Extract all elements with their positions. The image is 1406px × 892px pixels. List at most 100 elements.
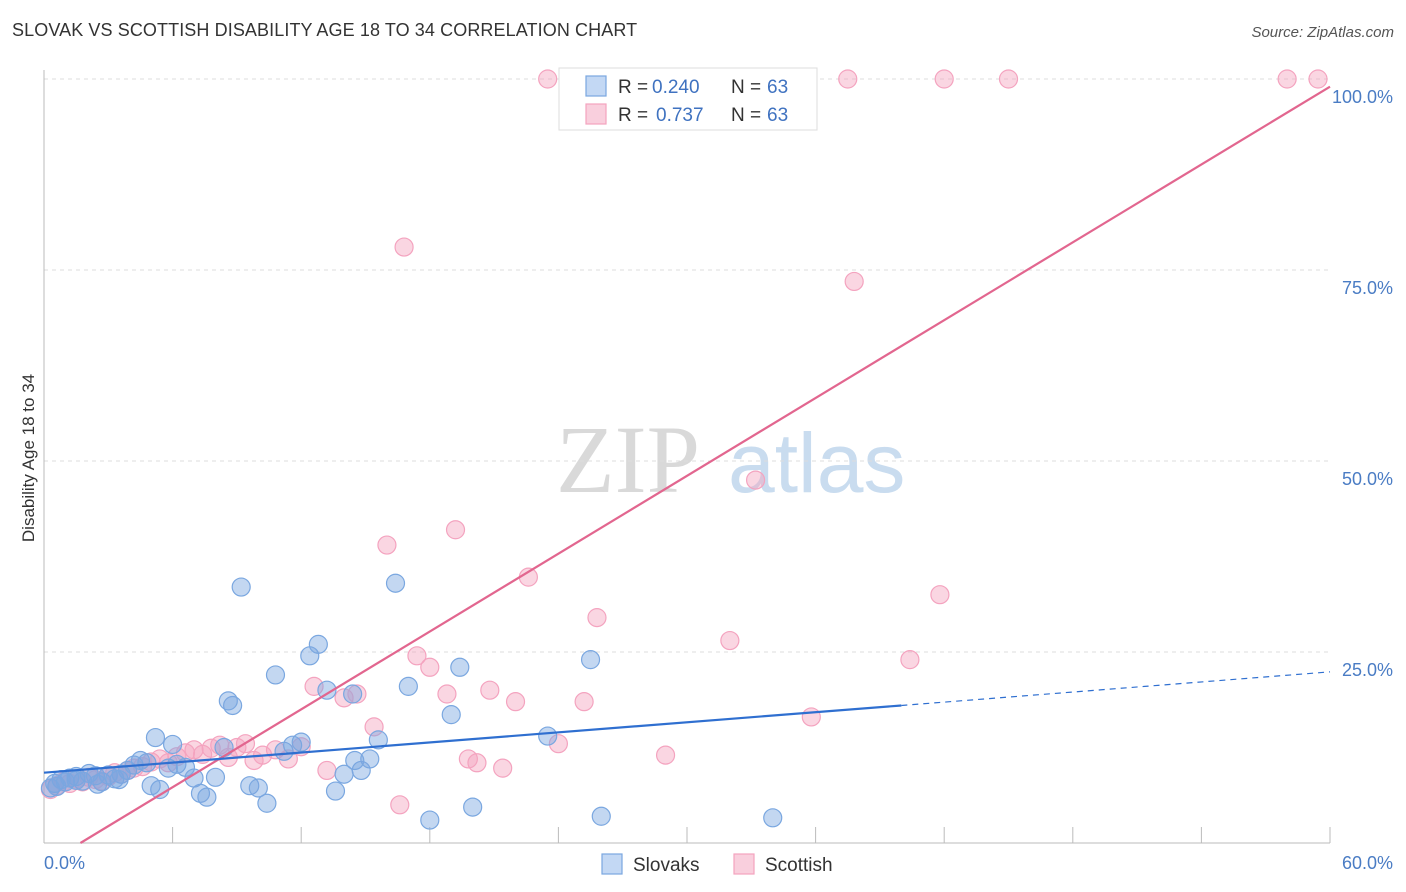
slovaks-point-52 bbox=[591, 806, 611, 826]
scottish-point-54 bbox=[745, 470, 766, 490]
scottish-point-59 bbox=[394, 237, 414, 257]
legend-r-label-slovaks: R = bbox=[618, 77, 648, 98]
scottish-point-33 bbox=[317, 760, 337, 781]
legend-r-label-scottish: R = bbox=[618, 105, 648, 126]
slovaks-point-30 bbox=[257, 793, 277, 813]
slovaks-point-57 bbox=[145, 727, 166, 748]
slovaks-point-24 bbox=[205, 767, 226, 787]
scottish-point-44 bbox=[467, 753, 487, 773]
slovaks-point-40 bbox=[343, 684, 363, 704]
scottish-point-52 bbox=[655, 745, 676, 765]
slovaks-point-59 bbox=[218, 691, 238, 711]
scottish-point-41 bbox=[437, 684, 457, 704]
legend-r-value-slovaks: 0.240 bbox=[652, 77, 700, 98]
slovaks-point-62 bbox=[137, 753, 157, 773]
x-axis-ticks bbox=[43, 827, 1331, 843]
watermark-zip: ZIP bbox=[556, 406, 700, 513]
slovaks-point-43 bbox=[368, 730, 388, 750]
slovaks-point-60 bbox=[345, 750, 365, 771]
scottish-point-35 bbox=[347, 684, 367, 704]
legend-box: R = 0.240 N = 63 R = 0.737 N = 63 bbox=[558, 67, 818, 131]
scottish-point-63 bbox=[934, 69, 954, 89]
chart-source: Source: ZipAtlas.com bbox=[1251, 24, 1394, 41]
slovaks-point-50 bbox=[538, 726, 558, 746]
slovaks-point-55 bbox=[87, 774, 108, 794]
slovaks-point-38 bbox=[325, 781, 346, 801]
legend-n-label-slovaks: N = bbox=[731, 77, 761, 98]
scottish-point-37 bbox=[377, 535, 397, 555]
slovaks-point-51 bbox=[580, 650, 601, 670]
slovaks-point-45 bbox=[398, 676, 418, 696]
slovaks-point-56 bbox=[109, 769, 129, 790]
scottish-point-32 bbox=[304, 676, 324, 696]
scottish-point-55 bbox=[801, 707, 821, 727]
y-tick-label-3: 100.0% bbox=[1332, 87, 1393, 107]
legend-n-value-scottish: 63 bbox=[767, 105, 788, 126]
slovaks-point-47 bbox=[441, 705, 461, 725]
legend-n-label-scottish: N = bbox=[731, 105, 761, 126]
scottish-point-40 bbox=[420, 657, 440, 677]
y-tick-label-1: 50.0% bbox=[1342, 469, 1393, 489]
scottish-point-50 bbox=[574, 692, 594, 712]
scottish-point-49 bbox=[548, 734, 569, 754]
slovaks-point-46 bbox=[420, 810, 440, 830]
bottom-legend-swatch-scottish bbox=[733, 853, 755, 875]
legend-n-value-slovaks: 63 bbox=[767, 77, 788, 98]
scottish-point-57 bbox=[900, 650, 920, 670]
scottish-point-56 bbox=[844, 271, 864, 292]
series-slovaks-points bbox=[40, 573, 783, 830]
trendline-slovaks bbox=[43, 704, 902, 774]
slovaks-point-6 bbox=[72, 771, 93, 791]
slovaks-point-37 bbox=[317, 680, 337, 700]
scottish-point-46 bbox=[493, 758, 513, 778]
slovaks-point-44 bbox=[385, 573, 406, 593]
trendline-scottish bbox=[79, 85, 1331, 844]
legend-r-value-scottish: 0.737 bbox=[656, 105, 704, 126]
bottom-legend-label-scottish: Scottish bbox=[765, 855, 833, 876]
scottish-point-60 bbox=[538, 69, 558, 89]
y-tick-label-2: 75.0% bbox=[1342, 278, 1393, 298]
y-axis-title: Disability Age 18 to 34 bbox=[19, 374, 38, 542]
slovaks-point-42 bbox=[360, 749, 380, 769]
scottish-point-53 bbox=[720, 630, 740, 651]
trendline-slovaks-extension bbox=[901, 671, 1331, 707]
slovaks-point-61 bbox=[47, 776, 67, 797]
scottish-point-66 bbox=[1308, 69, 1328, 89]
x-tick-label-left: 0.0% bbox=[44, 853, 85, 873]
slovaks-point-27 bbox=[231, 577, 251, 597]
scottish-point-39 bbox=[407, 646, 427, 666]
scottish-point-38 bbox=[390, 795, 410, 815]
slovaks-point-25 bbox=[214, 737, 234, 758]
slovaks-point-53 bbox=[763, 808, 783, 828]
bottom-legend: Slovaks Scottish bbox=[601, 853, 833, 876]
slovaks-point-31 bbox=[265, 665, 286, 685]
trendlines bbox=[43, 85, 1331, 844]
x-tick-label-right: 60.0% bbox=[1342, 853, 1393, 873]
watermark-atlas: atlas bbox=[728, 416, 905, 510]
scottish-point-42 bbox=[445, 520, 466, 540]
scottish-point-64 bbox=[998, 69, 1019, 89]
scottish-point-58 bbox=[930, 585, 950, 605]
scottish-point-47 bbox=[505, 692, 526, 712]
slovaks-point-49 bbox=[463, 797, 483, 817]
bottom-legend-swatch-slovaks bbox=[601, 853, 623, 875]
legend-swatch-scottish bbox=[585, 103, 607, 125]
chart-title: SLOVAK VS SCOTTISH DISABILITY AGE 18 TO … bbox=[12, 20, 638, 40]
scottish-point-62 bbox=[838, 69, 858, 89]
slovaks-point-58 bbox=[163, 734, 183, 755]
legend-swatch-slovaks bbox=[585, 75, 607, 97]
gridlines bbox=[44, 78, 1330, 653]
slovaks-point-48 bbox=[450, 657, 470, 677]
slovaks-point-54 bbox=[66, 770, 86, 790]
scottish-point-65 bbox=[1277, 69, 1297, 89]
slovaks-point-23 bbox=[197, 787, 217, 807]
scottish-point-51 bbox=[587, 608, 607, 628]
bottom-legend-label-slovaks: Slovaks bbox=[633, 855, 700, 876]
slovaks-point-36 bbox=[308, 634, 328, 654]
scottish-point-20 bbox=[184, 740, 204, 760]
scottish-point-45 bbox=[480, 680, 500, 700]
y-tick-labels: 25.0% 50.0% 75.0% 100.0% bbox=[1332, 87, 1393, 680]
slovaks-point-34 bbox=[291, 732, 311, 752]
y-tick-label-0: 25.0% bbox=[1342, 660, 1393, 680]
